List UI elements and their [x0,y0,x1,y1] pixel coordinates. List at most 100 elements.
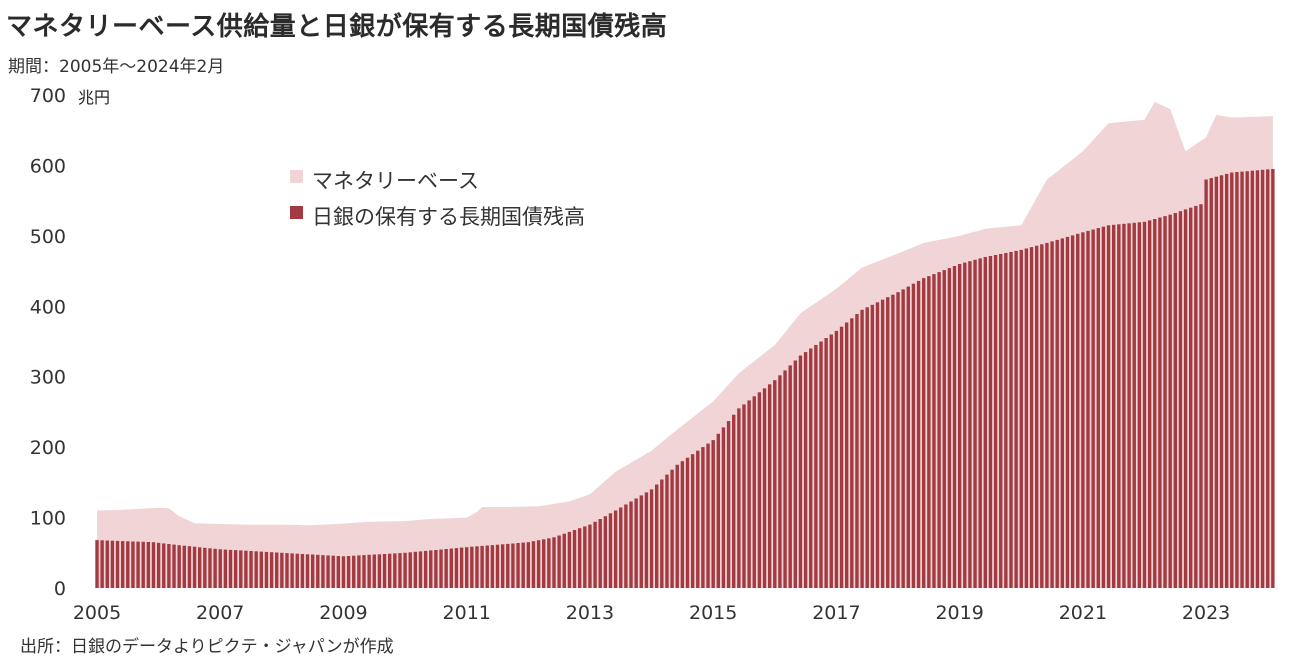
bar-jgb-holdings [1209,178,1213,588]
bar-jgb-holdings [1271,169,1275,588]
bar-jgb-holdings [814,345,818,588]
bar-jgb-holdings [747,400,751,588]
bar-jgb-holdings [824,338,828,588]
chart-title: マネタリーベース供給量と日銀が保有する長期国債残高 [6,12,668,42]
bar-jgb-holdings [295,553,299,588]
bar-jgb-holdings [470,546,474,588]
bar-jgb-holdings [141,541,145,588]
bar-jgb-holdings [957,264,962,588]
bar-jgb-holdings [480,545,484,588]
bar-jgb-holdings [346,556,351,588]
bar-jgb-holdings [788,365,792,588]
bar-jgb-holdings [1214,176,1219,588]
bar-jgb-holdings [1168,214,1172,588]
bar-jgb-holdings [999,254,1003,588]
bar-jgb-holdings [1194,205,1198,588]
bar-jgb-holdings [809,348,813,588]
bar-jgb-holdings [937,272,941,588]
bar-jgb-holdings [239,550,243,588]
bar-jgb-holdings [547,538,551,588]
bar-jgb-holdings [1230,172,1234,588]
bar-jgb-holdings [341,556,346,588]
bar-jgb-holdings [172,544,176,588]
bar-jgb-holdings [542,539,546,588]
bar-jgb-holdings [115,540,120,588]
bar-jgb-holdings [649,489,654,588]
bar-jgb-holdings [963,262,967,588]
bar-jgb-holdings [665,474,669,588]
x-tick-label: 2017 [812,602,860,624]
bar-jgb-holdings [1029,247,1034,588]
bar-jgb-holdings [567,531,572,588]
bar-jgb-holdings [922,278,926,588]
bar-jgb-holdings [593,521,597,588]
bar-jgb-holdings [387,553,392,588]
bar-jgb-holdings [737,408,741,588]
bar-jgb-holdings [223,549,228,588]
bar-jgb-holdings [670,469,674,588]
area-series-layer [97,102,1273,588]
x-tick-label: 2009 [319,602,367,624]
bar-jgb-holdings [208,548,212,588]
bar-jgb-holdings [829,334,833,588]
bar-jgb-holdings [1224,173,1229,588]
bar-jgb-holdings [382,554,387,588]
bar-jgb-holdings [880,299,885,588]
bar-jgb-holdings [516,543,520,588]
bar-jgb-holdings [264,551,269,588]
bar-jgb-holdings [1040,244,1044,589]
bar-jgb-holdings [952,266,957,588]
bar-jgb-holdings [192,546,197,588]
y-tick-label: 500 [30,226,66,248]
bar-jgb-holdings [1153,219,1157,588]
bar-jgb-holdings [690,454,695,588]
bar-jgb-holdings [531,541,536,588]
bar-jgb-holdings [767,384,772,588]
bar-jgb-holdings [1096,228,1100,588]
bar-jgb-holdings [942,270,946,588]
bar-jgb-holdings [300,554,305,588]
bar-jgb-holdings [742,404,746,588]
bar-jgb-holdings [95,540,99,588]
bar-jgb-holdings [1255,170,1260,589]
bar-jgb-holdings [475,546,479,588]
bar-jgb-holdings [752,396,756,588]
chart-subtitle: 期間：2005年〜2024年2月 [8,57,225,77]
bar-jgb-holdings [1132,222,1136,589]
bar-jgb-holdings [619,507,623,588]
bar-jgb-holdings [100,540,104,588]
bar-jgb-holdings [839,326,844,588]
bar-jgb-holdings [490,545,495,588]
bar-jgb-holdings [598,519,602,588]
bar-jgb-holdings [793,360,798,588]
bar-jgb-holdings [228,549,233,588]
bar-jgb-holdings [1009,252,1013,588]
bar-jgb-holdings [1081,232,1085,589]
bar-jgb-holdings [1004,253,1008,588]
bar-jgb-holdings [603,516,608,588]
bar-jgb-holdings [655,484,659,588]
bar-jgb-holdings [757,392,762,588]
legend-label-monetary-base: マネタリーベース [312,169,479,193]
bar-jgb-holdings [968,261,972,588]
bar-jgb-holdings [162,543,166,588]
bar-jgb-holdings [1034,245,1039,588]
bar-jgb-holdings [305,554,310,588]
bar-jgb-holdings [1122,223,1126,589]
bar-jgb-holdings [1245,171,1249,588]
bar-jgb-holdings [1178,211,1183,588]
y-tick-label: 0 [54,578,66,600]
bar-jgb-holdings [916,280,921,588]
bar-jgb-holdings [244,550,248,588]
bar-jgb-holdings [449,548,453,588]
y-tick-label: 700 [30,85,66,107]
bar-jgb-holdings [583,526,587,588]
bar-jgb-holdings [1060,238,1065,588]
bar-jgb-holdings [644,492,649,588]
bar-jgb-holdings [778,375,782,588]
source-note: 出所：日銀のデータよりピクテ・ジャパンが作成 [20,637,394,657]
bar-jgb-holdings [203,547,207,588]
bar-jgb-holdings [454,548,459,588]
x-tick-label: 2015 [689,602,737,624]
bar-jgb-holdings [901,289,905,588]
